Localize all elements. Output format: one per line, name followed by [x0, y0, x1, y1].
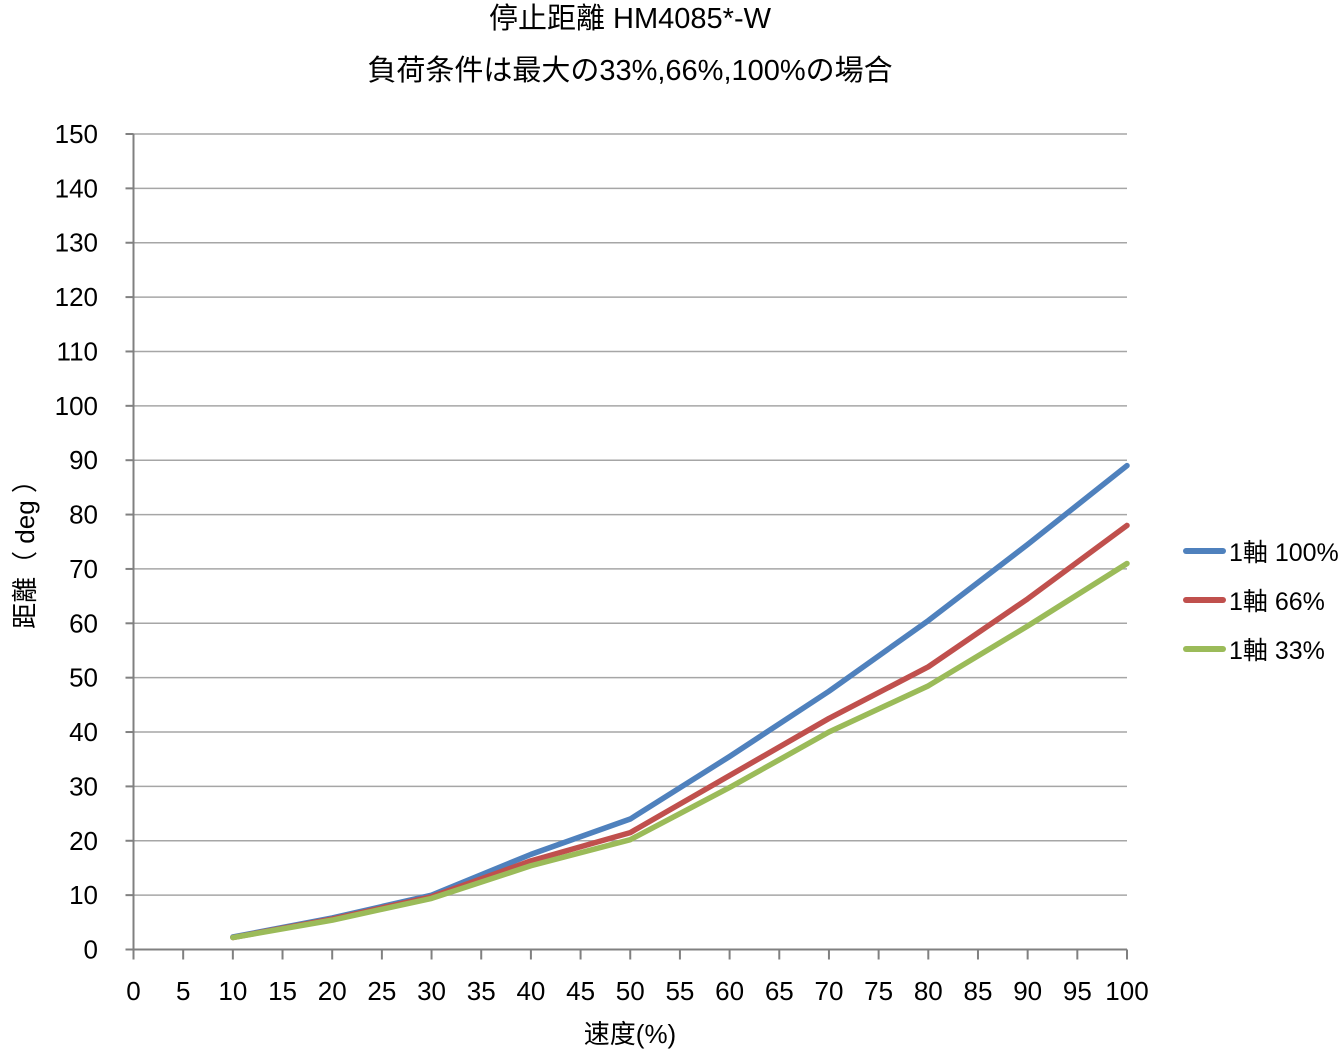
x-tick-label: 40 — [516, 976, 545, 1006]
y-tick-label: 10 — [69, 880, 98, 910]
legend-line-swatch — [1183, 596, 1226, 603]
y-tick-label: 20 — [69, 826, 98, 856]
y-axis-label: 距離（ deg ） — [10, 467, 40, 629]
chart-subtitle: 負荷条件は最大の33%,66%,100%の場合 — [367, 55, 893, 87]
legend-item: 1軸 100% — [1183, 526, 1339, 575]
x-tick-label: 75 — [864, 976, 893, 1006]
y-tick-label: 150 — [55, 119, 98, 149]
y-tick-label: 140 — [55, 173, 98, 203]
y-tick-label: 40 — [69, 717, 98, 747]
legend-label: 1軸 66% — [1229, 587, 1325, 616]
x-tick-label: 5 — [176, 976, 190, 1006]
legend-item: 1軸 66% — [1183, 575, 1339, 624]
x-tick-label: 20 — [318, 976, 347, 1006]
x-tick-label: 15 — [268, 976, 297, 1006]
y-tick-label: 70 — [69, 554, 98, 584]
legend-label: 1軸 100% — [1229, 538, 1339, 567]
y-tick-label: 90 — [69, 445, 98, 475]
x-tick-label: 65 — [765, 976, 794, 1006]
x-tick-label: 85 — [964, 976, 993, 1006]
y-tick-label: 0 — [84, 935, 98, 965]
x-axis-label: 速度(%) — [583, 1019, 677, 1049]
x-tick-label: 55 — [665, 976, 694, 1006]
x-tick-label: 30 — [417, 976, 446, 1006]
chart-title: 停止距離 HM4085*-W — [489, 3, 771, 35]
y-tick-label: 50 — [69, 663, 98, 693]
y-tick-label: 130 — [55, 228, 98, 258]
x-tick-label: 95 — [1063, 976, 1092, 1006]
x-tick-label: 90 — [1013, 976, 1042, 1006]
legend: 1軸 100% 1軸 66% 1軸 33% — [1183, 526, 1339, 673]
y-tick-label: 80 — [69, 500, 98, 530]
x-tick-label: 10 — [218, 976, 247, 1006]
y-tick-label: 110 — [57, 336, 98, 366]
x-tick-label: 50 — [616, 976, 645, 1006]
x-tick-label: 45 — [566, 976, 595, 1006]
series-line — [230, 462, 1130, 940]
x-tick-label: 60 — [715, 976, 744, 1006]
series-line — [230, 560, 1130, 941]
y-tick-label: 120 — [55, 282, 98, 312]
legend-line-swatch — [1183, 547, 1226, 554]
y-tick-label: 100 — [55, 391, 98, 421]
legend-item: 1軸 33% — [1183, 624, 1339, 673]
x-tick-label: 100 — [1105, 976, 1148, 1006]
x-tick-label: 70 — [814, 976, 843, 1006]
x-tick-label: 0 — [126, 976, 140, 1006]
legend-line-swatch — [1183, 645, 1226, 652]
x-tick-label: 25 — [367, 976, 396, 1006]
y-tick-label: 30 — [69, 771, 98, 801]
legend-label: 1軸 33% — [1229, 636, 1325, 665]
x-tick-label: 80 — [914, 976, 943, 1006]
y-tick-label: 60 — [69, 608, 98, 638]
x-tick-label: 35 — [467, 976, 496, 1006]
